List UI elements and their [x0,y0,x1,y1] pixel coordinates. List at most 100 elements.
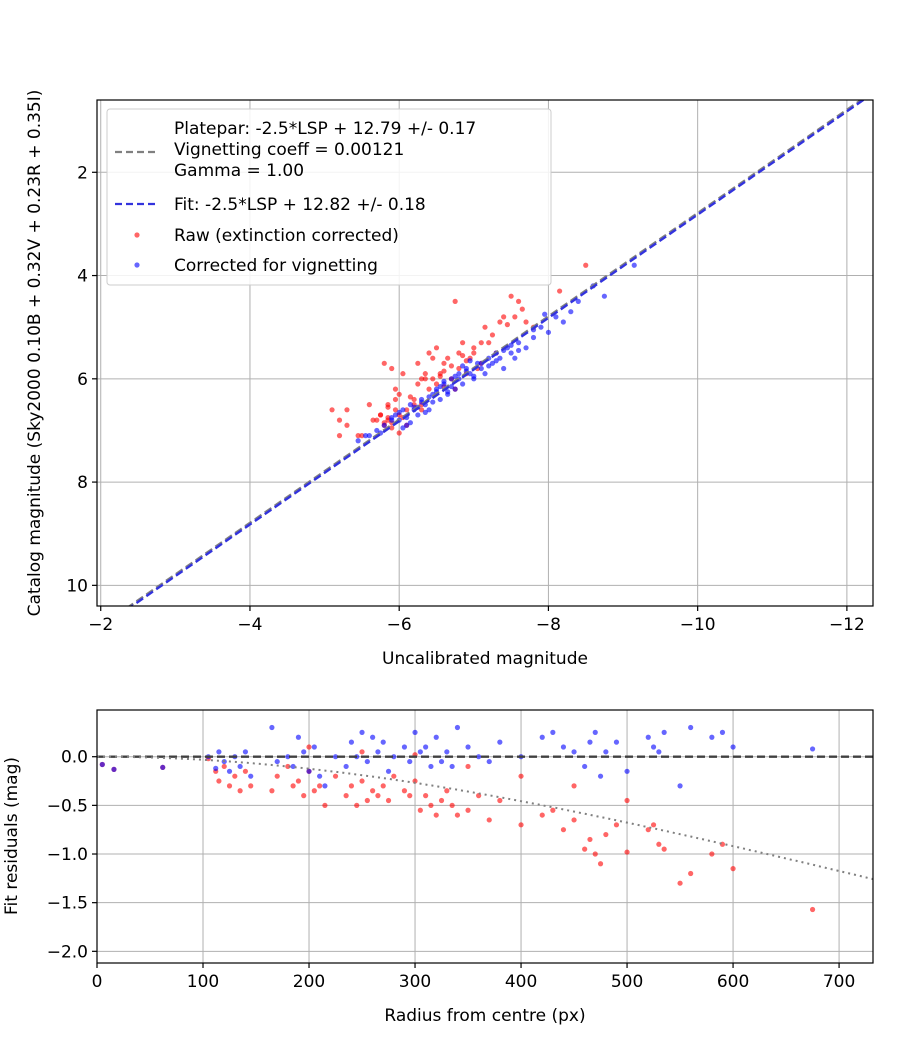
bottom-point-series-1 [332,754,339,760]
bottom-point-series-0 [322,802,328,808]
bottom-point-series-0 [661,846,667,852]
top-point-series-1 [422,409,428,415]
bottom-point-series-0 [518,822,524,828]
bottom-point-series-0 [539,812,545,818]
top-point-series-1 [530,334,537,341]
top-chart: −2 −4 −6 −8 −10 −12 2 4 6 8 10 Uncalibrated magni… [25,90,874,669]
legend-box [106,108,552,286]
bottom-point-series-1 [603,749,609,755]
bottom-point-series-1 [449,763,455,770]
bottom-point-series-1 [438,758,445,765]
bottom-point-series-1 [592,729,598,735]
bottom-point-series-0 [650,822,657,828]
bottom-point-series-0 [603,831,609,838]
bottom-point-series-0 [343,793,349,799]
bottom-point-series-0 [449,802,455,808]
top-point-series-0 [392,386,399,392]
top-point-series-1 [381,422,387,428]
top-point-series-0 [415,381,421,387]
bottom-point-series-0 [359,749,365,755]
bottom-point-series-1 [539,734,545,740]
top-point-series-0 [583,262,589,268]
bottom-point-series-1 [433,734,439,740]
bottom-x-tick-label: 0 [92,972,103,992]
top-point-series-1 [456,371,462,377]
bottom-x-tick-label: 300 [399,972,431,992]
bottom-point-series-1 [301,749,307,755]
bottom-x-tick-label: 100 [187,972,219,992]
bottom-point-series-0 [809,906,816,913]
bottom-plot-frame [96,709,874,964]
bottom-point-series-1 [454,724,461,731]
top-point-series-1 [448,383,455,390]
top-point-series-0 [418,407,425,413]
bottom-point-series-0 [348,783,355,789]
bottom-y-tick-label: −1.0 [47,845,88,865]
bottom-point-series-0 [375,793,381,799]
bottom-point-series-0 [613,822,620,828]
bottom-point-series-1 [730,744,736,750]
bottom-point-series-0 [587,836,593,843]
bottom-point-series-0 [295,778,302,784]
top-point-series-1 [407,420,413,426]
top-point-series-1 [389,414,395,421]
bottom-point-series-0 [597,861,604,867]
top-point-series-0 [460,340,466,346]
bottom-point-series-1 [719,729,726,735]
bottom-point-series-0 [677,880,683,886]
top-point-series-0 [407,394,413,400]
top-point-series-1 [404,422,410,428]
bottom-point-series-0 [730,866,736,872]
bottom-point-series-1 [391,754,397,760]
bottom-point-series-0 [592,851,598,857]
bottom-point-series-0 [401,788,408,794]
bottom-point-series-0 [391,773,397,779]
top-point-series-0 [415,360,421,366]
top-point-series-0 [426,350,432,356]
top-point-series-0 [557,288,563,294]
bottom-point-series-0 [216,778,222,784]
bottom-point-series-0 [354,802,360,808]
bottom-point-series-1 [375,749,381,755]
bottom-grid [96,710,873,963]
top-y-ticks: 2 4 6 8 10 [66,163,97,596]
bottom-y-axis-label: Fit residuals (mag) [2,757,22,915]
top-point-series-1 [366,433,372,439]
bottom-point-series-0 [465,807,471,813]
bottom-point-series-1 [809,746,816,752]
top-point-series-0 [344,422,350,428]
top-point-series-1 [467,358,473,364]
top-point-series-1 [575,298,581,304]
bottom-point-series-0 [359,778,365,784]
top-y-axis-label: Catalog magnitude (Sky2000 0.10B + 0.32V… [25,90,45,617]
top-point-series-0 [445,355,451,361]
bottom-point-series-1 [285,754,291,760]
bottom-point-series-1 [213,765,219,771]
top-point-series-1 [452,386,458,392]
top-point-series-1 [545,329,552,335]
top-point-series-0 [430,355,436,361]
bottom-line-1 [97,755,873,881]
bottom-point-series-1 [111,766,117,772]
bottom-point-series-1 [423,744,429,750]
bottom-point-series-1 [650,744,657,750]
bottom-point-series-0 [221,763,227,770]
bottom-point-series-0 [364,797,370,804]
top-point-series-0 [411,396,417,403]
bottom-point-series-1 [295,734,302,740]
bottom-point-series-1 [624,768,630,774]
bottom-point-series-0 [656,841,662,847]
top-point-series-0 [508,293,514,299]
top-point-series-0 [463,358,469,364]
top-point-series-1 [396,409,402,415]
legend: Platepar: -2.5*LSP + 12.79 +/- 0.17 Vign… [106,108,552,286]
bottom-point-series-0 [688,870,694,877]
top-point-series-1 [553,314,559,320]
bottom-point-series-1 [709,734,715,740]
top-point-series-1 [568,309,574,315]
bottom-point-series-0 [274,773,280,779]
top-point-series-1 [426,394,432,400]
top-point-series-1 [445,389,451,395]
top-point-series-0 [344,407,350,413]
top-point-series-0 [374,417,380,423]
